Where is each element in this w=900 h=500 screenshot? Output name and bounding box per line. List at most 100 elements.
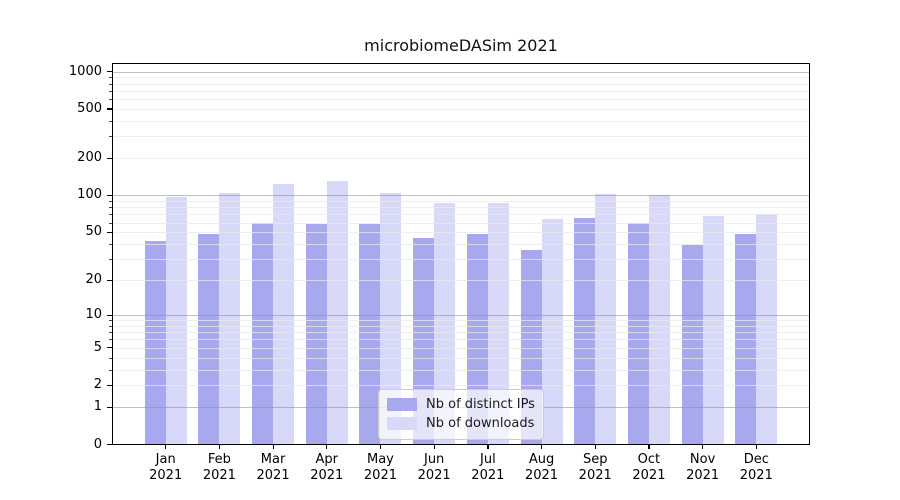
legend-label-downloads: Nb of downloads <box>426 416 535 431</box>
y-tick <box>107 108 112 110</box>
y-tick <box>107 279 112 281</box>
y-tick-label: 1 <box>93 399 102 415</box>
y-tick <box>107 194 112 197</box>
month-label: Sep <box>582 452 608 467</box>
bar-distinct-ips-oct <box>627 222 649 445</box>
y-minor-tick <box>109 259 112 261</box>
month-label: Apr <box>315 452 339 467</box>
x-tick-label-mar: Mar 2021 <box>243 452 303 484</box>
year-label: 2021 <box>632 468 666 483</box>
minor-gridline <box>113 90 810 92</box>
minor-gridline <box>113 347 810 349</box>
bar-downloads-feb <box>219 192 241 445</box>
y-minor-tick <box>109 325 112 327</box>
y-minor-tick <box>109 339 112 341</box>
month-label: May <box>367 452 394 467</box>
bar-downloads-mar <box>273 184 295 445</box>
x-tick-label-jun: Jun 2021 <box>404 452 464 484</box>
minor-gridline <box>113 339 810 341</box>
x-tick-label-jan: Jan 2021 <box>136 452 196 484</box>
month-label: Dec <box>743 452 769 467</box>
x-tick <box>326 444 328 449</box>
y-tick <box>107 444 112 446</box>
minor-gridline <box>113 207 810 209</box>
x-tick-label-nov: Nov 2021 <box>673 452 733 484</box>
year-label: 2021 <box>149 468 183 483</box>
y-minor-tick <box>109 200 112 202</box>
bar-downloads-jul <box>487 203 509 445</box>
month-label: Mar <box>260 452 286 467</box>
year-label: 2021 <box>524 468 559 483</box>
legend-label-distinct-ips: Nb of distinct IPs <box>426 397 535 412</box>
y-tick-label: 10 <box>85 307 102 323</box>
bar-downloads-aug <box>541 219 563 445</box>
x-tick <box>702 444 704 449</box>
x-tick <box>594 444 596 449</box>
x-tick-label-apr: Apr 2021 <box>297 452 357 484</box>
x-tick-label-feb: Feb 2021 <box>189 452 249 484</box>
bar-distinct-ips-apr <box>305 224 327 445</box>
y-tick <box>107 406 112 408</box>
y-tick <box>107 384 112 386</box>
year-label: 2021 <box>363 468 397 483</box>
legend-swatch-downloads <box>387 417 417 430</box>
minor-gridline <box>113 244 810 246</box>
y-tick <box>107 157 112 159</box>
year-label: 2021 <box>202 468 236 483</box>
minor-gridline <box>113 357 810 359</box>
year-label: 2021 <box>578 468 612 483</box>
legend-swatch-distinct-ips <box>387 398 417 411</box>
y-tick-label: 0 <box>93 436 102 452</box>
bar-distinct-ips-sep <box>574 217 596 445</box>
y-minor-tick <box>109 320 112 322</box>
month-label: Feb <box>207 452 231 467</box>
y-tick-label: 1000 <box>68 63 102 79</box>
x-tick-label-sep: Sep 2021 <box>565 452 625 484</box>
minor-gridline <box>113 108 810 110</box>
x-tick-label-oct: Oct 2021 <box>619 452 679 484</box>
month-label: Jun <box>423 452 445 467</box>
bar-distinct-ips-dec <box>735 234 757 445</box>
minor-gridline <box>113 232 810 234</box>
x-tick-label-jul: Jul 2021 <box>458 452 518 484</box>
bar-distinct-ips-nov <box>681 245 703 445</box>
minor-gridline <box>113 325 810 327</box>
y-minor-tick <box>109 77 112 79</box>
bar-distinct-ips-jan <box>144 241 166 445</box>
y-minor-tick <box>109 207 112 209</box>
bar-downloads-oct <box>648 195 670 445</box>
y-minor-tick <box>109 136 112 138</box>
bar-downloads-sep <box>595 194 617 445</box>
y-tick-label: 20 <box>85 272 102 288</box>
year-label: 2021 <box>739 468 773 483</box>
bar-downloads-nov <box>702 215 724 445</box>
minor-gridline <box>113 200 810 202</box>
minor-gridline <box>113 222 810 224</box>
year-label: 2021 <box>471 468 505 483</box>
minor-gridline <box>113 280 810 282</box>
bar-downloads-apr <box>326 180 348 445</box>
minor-gridline <box>113 99 810 101</box>
month-label: Nov <box>689 452 716 467</box>
minor-gridline <box>113 120 810 122</box>
y-minor-tick <box>109 90 112 92</box>
x-tick <box>272 444 274 449</box>
month-label: Oct <box>637 452 661 467</box>
minor-gridline <box>113 77 810 79</box>
minor-gridline <box>113 332 810 334</box>
x-tick <box>755 444 757 449</box>
minor-gridline <box>113 158 810 160</box>
major-gridline <box>113 315 810 317</box>
x-tick-label-dec: Dec 2021 <box>726 452 786 484</box>
minor-gridline <box>113 259 810 261</box>
y-minor-tick <box>109 357 112 359</box>
bar-distinct-ips-mar <box>252 222 274 445</box>
y-minor-tick <box>109 99 112 101</box>
y-tick-label: 2 <box>93 377 102 393</box>
major-gridline <box>113 195 810 197</box>
legend-item-downloads: Nb of downloads <box>387 414 535 433</box>
x-tick <box>165 444 167 449</box>
month-label: Aug <box>528 452 555 467</box>
x-tick <box>379 444 382 449</box>
